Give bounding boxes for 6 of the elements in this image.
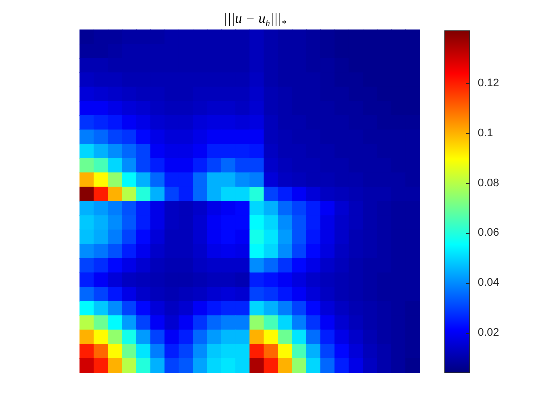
color-bar-label: 0.1 [478,127,494,140]
color-bar-label: 0.06 [478,227,500,240]
color-bar-label: 0.12 [478,77,500,90]
color-bar-label: 0.08 [478,177,500,190]
color-bar-label: 0.02 [478,327,500,340]
color-bar-label: 0.04 [478,277,500,290]
